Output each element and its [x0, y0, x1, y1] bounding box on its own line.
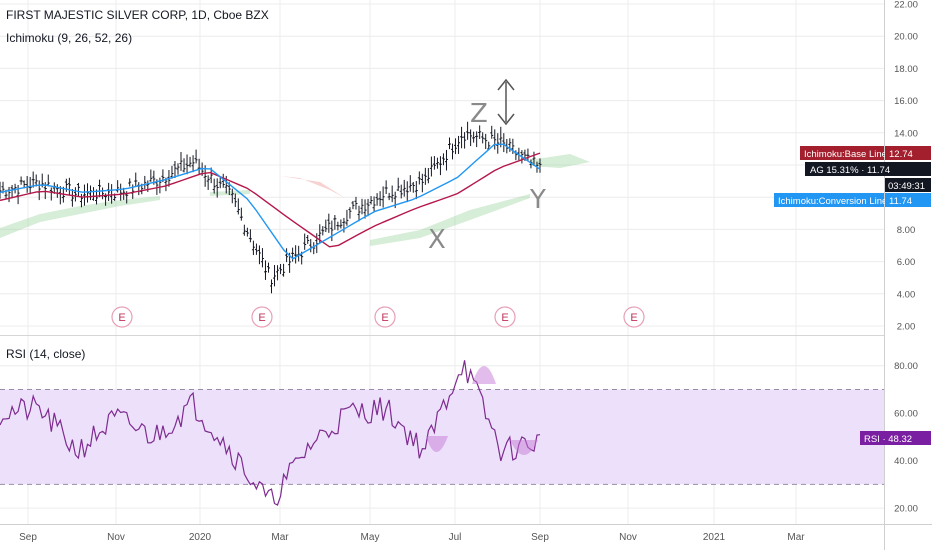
svg-text:RSI · 48.32: RSI · 48.32 — [864, 434, 912, 445]
price-tick-label: 16.00 — [894, 96, 918, 107]
time-tick-label: Nov — [619, 532, 637, 543]
ichimoku-base-line — [0, 152, 541, 248]
time-tick-label: 2020 — [189, 532, 212, 543]
rsi-label[interactable]: RSI (14, close) — [6, 347, 85, 361]
price-candles — [0, 121, 542, 294]
cloud-shape — [530, 154, 590, 168]
time-tick-label: Nov — [107, 532, 125, 543]
earnings-label: E — [501, 312, 508, 324]
indicator-label[interactable]: Ichimoku (9, 26, 52, 26) — [6, 31, 132, 45]
price-tick-label: 22.00 — [894, 0, 918, 11]
cloud-shape — [210, 190, 250, 196]
rsi-badge: RSI · 48.32 — [860, 431, 931, 445]
svg-text:AG 15.31% · 11.74: AG 15.31% · 11.74 — [810, 165, 890, 176]
svg-text:Ichimoku:Base Line: Ichimoku:Base Line — [804, 149, 887, 160]
timer-badge: 03:49:31 — [885, 178, 931, 192]
price-badge: AG 15.31% · 11.74 — [805, 162, 931, 176]
base-line-badge: Ichimoku:Base Line 12.74 — [800, 146, 931, 160]
conversion-line-badge: Ichimoku:Conversion Line 11.74 — [774, 193, 931, 207]
rsi-trough-highlight — [510, 440, 538, 455]
annotation-y: Y — [529, 185, 546, 215]
price-tick-label: 6.00 — [897, 257, 916, 268]
rsi-tick-label: 80.00 — [894, 361, 918, 372]
earnings-label: E — [118, 312, 125, 324]
earnings-marker[interactable]: E — [111, 306, 133, 328]
cloud-shape — [0, 196, 160, 238]
rsi-tick-label: 20.00 — [894, 504, 918, 515]
cloud-shape — [370, 194, 530, 246]
price-tick-label: 8.00 — [897, 225, 916, 236]
rsi-peak-highlight — [472, 366, 496, 384]
time-tick-label: Sep — [19, 532, 37, 543]
cloud-shape — [280, 176, 345, 198]
price-tick-label: 4.00 — [897, 289, 916, 300]
time-tick-label: 2021 — [703, 532, 726, 543]
rsi-pane — [0, 335, 884, 506]
annotation-z: Z — [470, 99, 488, 129]
rsi-line — [0, 360, 541, 506]
svg-text:03:49:31: 03:49:31 — [888, 181, 925, 192]
rsi-trough-highlight — [426, 436, 448, 452]
price-tick-label: 20.00 — [894, 32, 918, 43]
symbol-title[interactable]: FIRST MAJESTIC SILVER CORP, 1D, Cboe BZX — [6, 8, 269, 22]
rsi-tick-label: 60.00 — [894, 409, 918, 420]
ichimoku-cloud — [0, 154, 590, 246]
earnings-marker[interactable]: E — [374, 306, 396, 328]
earnings-marker[interactable]: E — [623, 306, 645, 328]
price-tick-label: 14.00 — [894, 128, 918, 139]
double-arrow-icon — [497, 78, 515, 126]
annotation-x: X — [428, 225, 446, 255]
time-tick-label: Sep — [531, 532, 549, 543]
svg-text:12.74: 12.74 — [889, 149, 913, 160]
price-tick-label: 2.00 — [897, 322, 916, 333]
earnings-label: E — [258, 312, 265, 324]
earnings-marker[interactable]: E — [251, 306, 273, 328]
svg-text:Ichimoku:Conversion Line: Ichimoku:Conversion Line — [778, 196, 887, 207]
time-tick-label: Mar — [787, 532, 805, 543]
earnings-label: E — [630, 312, 637, 324]
earnings-label: E — [381, 312, 388, 324]
earnings-marker[interactable]: E — [494, 306, 516, 328]
rsi-highlights — [426, 366, 538, 455]
time-axis[interactable]: Sep Nov 2020 Mar May Jul Sep Nov 2021 Mar — [19, 532, 805, 543]
rsi-tick-label: 40.00 — [894, 456, 918, 467]
rsi-axis[interactable]: 20.00 40.00 60.00 80.00 — [894, 361, 918, 514]
time-tick-label: Jul — [449, 532, 462, 543]
svg-text:11.74: 11.74 — [889, 196, 912, 207]
time-tick-label: Mar — [271, 532, 289, 543]
time-tick-label: May — [361, 532, 380, 543]
ichimoku-conversion-line — [0, 143, 541, 260]
price-tick-label: 18.00 — [894, 64, 918, 75]
